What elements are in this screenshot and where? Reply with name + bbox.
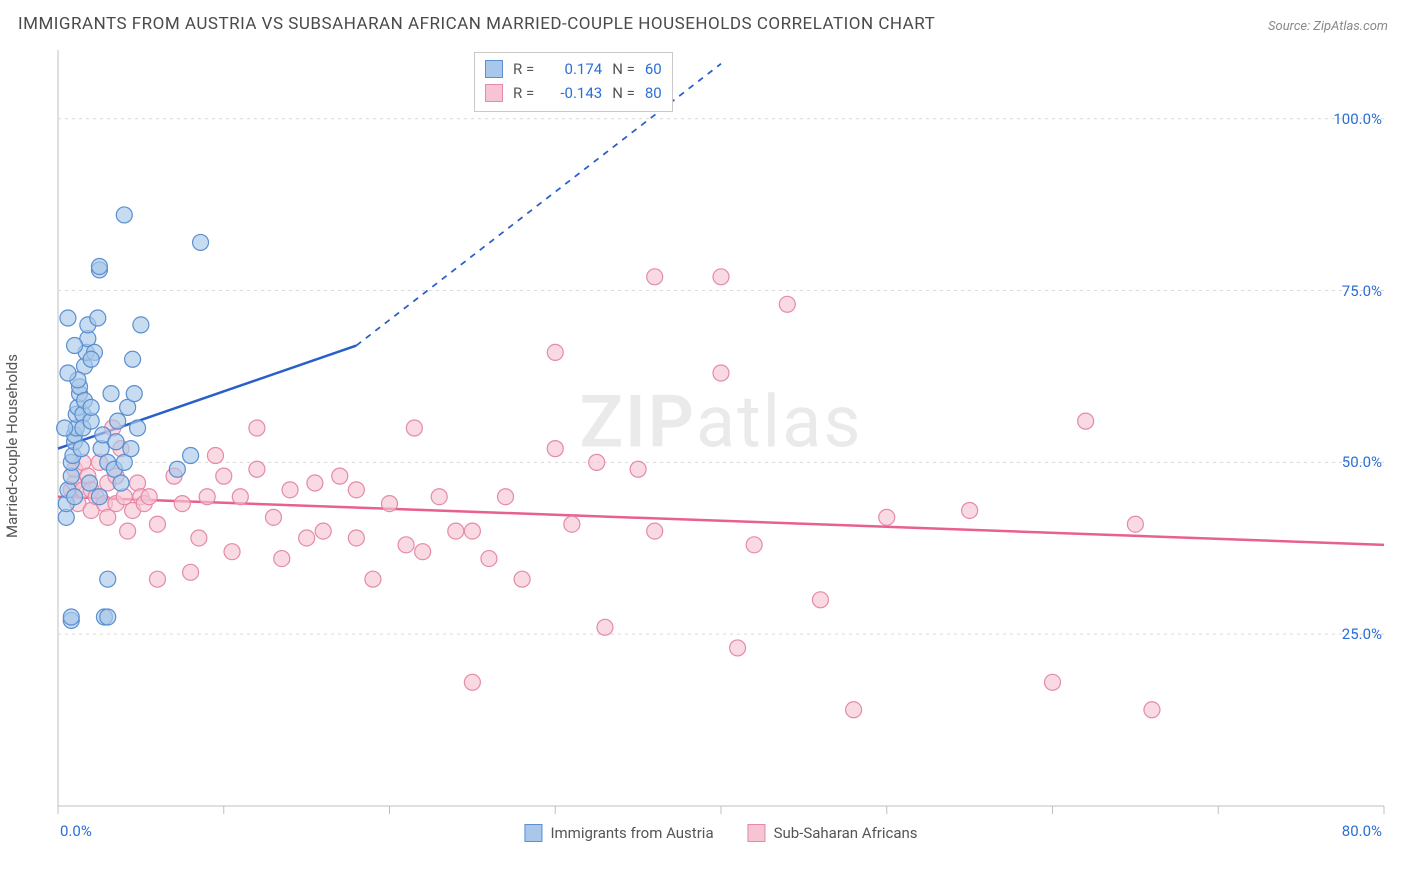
x-axis-min-label: 0.0%: [60, 822, 92, 840]
chart-title: IMMIGRANTS FROM AUSTRIA VS SUBSAHARAN AF…: [18, 14, 935, 34]
stats-legend: R = 0.174 N = 60 R = -0.143 N = 80: [474, 52, 673, 112]
stats-row-pink: R = -0.143 N = 80: [485, 81, 662, 105]
r-value-blue: 0.174: [544, 57, 602, 81]
legend-item-pink: Sub-Saharan Africans: [748, 824, 918, 842]
y-grid-label: 50.0%: [1342, 453, 1382, 471]
legend-swatch-blue-icon: [524, 824, 542, 842]
stats-row-blue: R = 0.174 N = 60: [485, 57, 662, 81]
n-label-2: N =: [612, 81, 635, 105]
x-axis-max-label: 80.0%: [1342, 822, 1382, 840]
legend-label-pink: Sub-Saharan Africans: [774, 824, 918, 842]
legend-item-blue: Immigrants from Austria: [524, 824, 713, 842]
chart-container: Married-couple Households ZIPatlas R = 0…: [18, 46, 1388, 846]
header-row: IMMIGRANTS FROM AUSTRIA VS SUBSAHARAN AF…: [0, 0, 1406, 42]
r-label-2: R =: [513, 81, 534, 105]
legend-swatch-pink-icon: [748, 824, 766, 842]
swatch-pink-icon: [485, 84, 503, 102]
scatter-chart: [54, 46, 1388, 846]
n-value-pink: 80: [645, 81, 662, 105]
y-grid-label: 25.0%: [1342, 625, 1382, 643]
r-label: R =: [513, 57, 534, 81]
legend-label-blue: Immigrants from Austria: [550, 824, 713, 842]
source-label: Source: ZipAtlas.com: [1268, 19, 1388, 34]
series-legend: Immigrants from Austria Sub-Saharan Afri…: [524, 824, 917, 842]
r-value-pink: -0.143: [544, 81, 602, 105]
plot-area: ZIPatlas R = 0.174 N = 60 R = -0.143 N =…: [54, 46, 1388, 846]
y-grid-label: 75.0%: [1342, 282, 1382, 300]
n-label: N =: [612, 57, 635, 81]
y-axis-label: Married-couple Households: [3, 354, 21, 538]
n-value-blue: 60: [645, 57, 662, 81]
y-grid-label: 100.0%: [1333, 110, 1382, 128]
swatch-blue-icon: [485, 60, 503, 78]
